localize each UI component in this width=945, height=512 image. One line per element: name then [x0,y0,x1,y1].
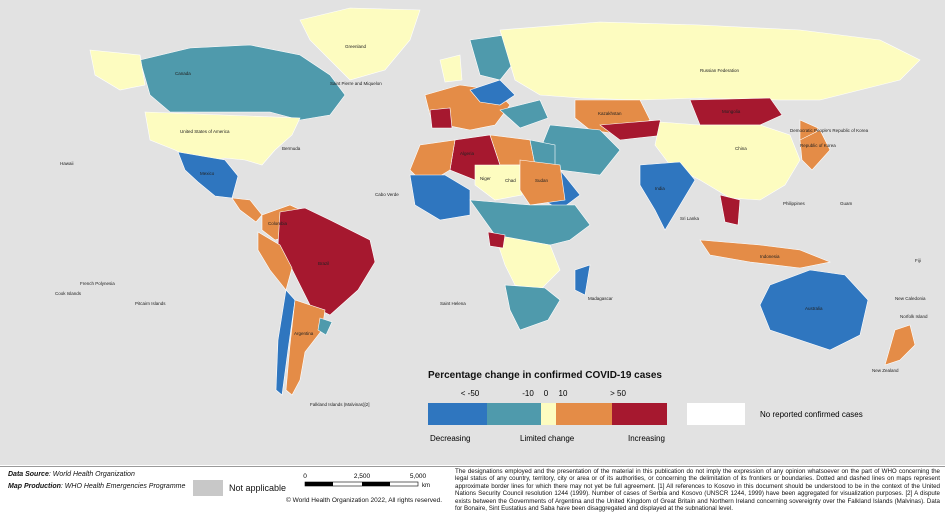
country-label: Brazil [318,261,329,266]
country-label: Saint Pierre and Miquelon [330,81,382,86]
country-label: Cabo Verde [375,192,399,197]
country-label: United States of America [180,129,230,134]
scale-segment [362,482,390,486]
country-label: Niger [480,176,491,181]
country-label: Fiji [915,258,921,263]
data-source-text: : World Health Organization [48,471,135,478]
scale-label: 0 [303,473,307,480]
country-label: Saint Helena [440,301,466,306]
country-label: Canada [175,71,191,76]
scale-unit: km [422,483,430,489]
country-label: Colombia [268,221,288,226]
footer: Data Source: World Health Organization M… [0,466,945,512]
country-labels: Greenland Canada United States of Americ… [55,44,928,407]
country-label: New Caledonia [895,296,926,301]
country-label: Guam [840,201,853,206]
legend-swatch [541,403,556,425]
legend-title: Percentage change in confirmed COVID-19 … [428,370,662,381]
not-applicable-swatch [193,480,223,496]
legend-group: Limited change [520,434,575,443]
country-label: New Zealand [872,368,899,373]
country-label: Norfolk Island [900,314,928,319]
legend-none-label: No reported confirmed cases [760,410,863,419]
country-label: Indonesia [760,254,780,259]
legend-group: Decreasing [430,434,470,443]
legend-break: -10 [522,389,534,398]
legend-break: > 50 [610,389,626,398]
scale-bar: 0 2,500 5,000 km [303,473,430,489]
country-label: Chad [505,178,516,183]
country-label: India [655,186,665,191]
country-label: Falkland Islands (Malvinas)[2] [310,402,370,407]
country-label: Russian Federation [700,68,740,73]
legend-swatch-none [687,403,745,425]
map-production: Map Production: WHO Health Emergencies P… [8,483,185,490]
country-label: Greenland [345,44,367,49]
country-label: Sudan [535,178,549,183]
country-label: Hawaii [60,161,74,166]
legend-break: 10 [559,389,568,398]
scale-label: 2,500 [354,473,371,480]
country-label: Philippines [783,201,806,206]
country-label: Madagascar [588,296,613,301]
country-label: Australia [805,306,823,311]
not-applicable-label: Not applicable [229,483,287,493]
scale-label: 5,000 [410,473,427,480]
legend-group: Increasing [628,434,665,443]
country-label: China [735,146,747,151]
legend-swatch [556,403,612,425]
data-source: Data Source: World Health Organization [8,471,135,478]
data-source-label: Data Source [8,471,49,478]
country-label: Cook Islands [55,291,82,296]
country-label: Democratic People's Republic of Korea [790,128,869,133]
map-production-label: Map Production [8,483,61,490]
country-label: Mongolia [722,109,741,114]
legend-swatch [612,403,667,425]
country-label: Mexico [200,171,215,176]
legend-break: 0 [544,389,549,398]
map: Greenland Canada United States of Americ… [0,0,945,465]
country-label: Republic of Korea [800,143,836,148]
legend: Percentage change in confirmed COVID-19 … [428,370,863,443]
copyright: © World Health Organization 2022, All ri… [286,497,443,504]
country-label: French Polynesia [80,281,115,286]
country-label: Argentina [294,331,314,336]
country-label: Algeria [460,151,475,156]
country-label: Sri Lanka [680,216,700,221]
country-label: Kazakhstan [598,111,622,116]
country-label: Pitcairn Islands [135,301,166,306]
legend-swatch [487,403,541,425]
legend-swatch [428,403,487,425]
land [89,7,921,396]
legend-break: < -50 [461,389,480,398]
disclaimer: The designations employed and the presen… [455,468,940,512]
map-production-text: : WHO Health Emergencies Programme [60,483,186,490]
country-label: Bermuda [282,146,301,151]
scale-segment [305,482,333,486]
